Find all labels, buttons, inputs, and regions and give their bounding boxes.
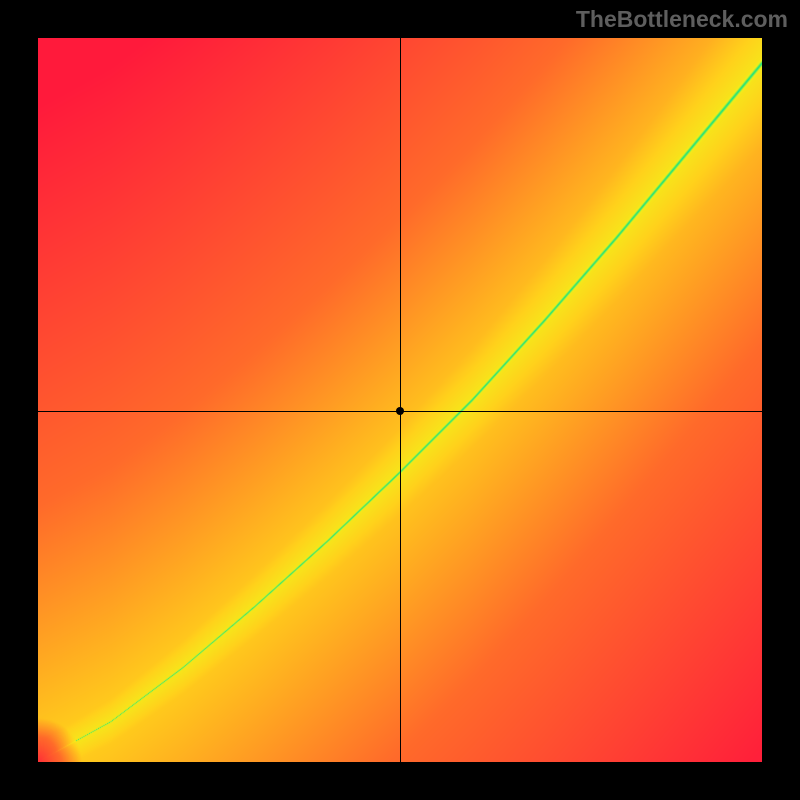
watermark-text: TheBottleneck.com [576, 6, 788, 33]
crosshair-vertical [400, 38, 401, 762]
plot-area [38, 38, 762, 762]
chart-container: TheBottleneck.com [0, 0, 800, 800]
crosshair-marker [396, 407, 404, 415]
